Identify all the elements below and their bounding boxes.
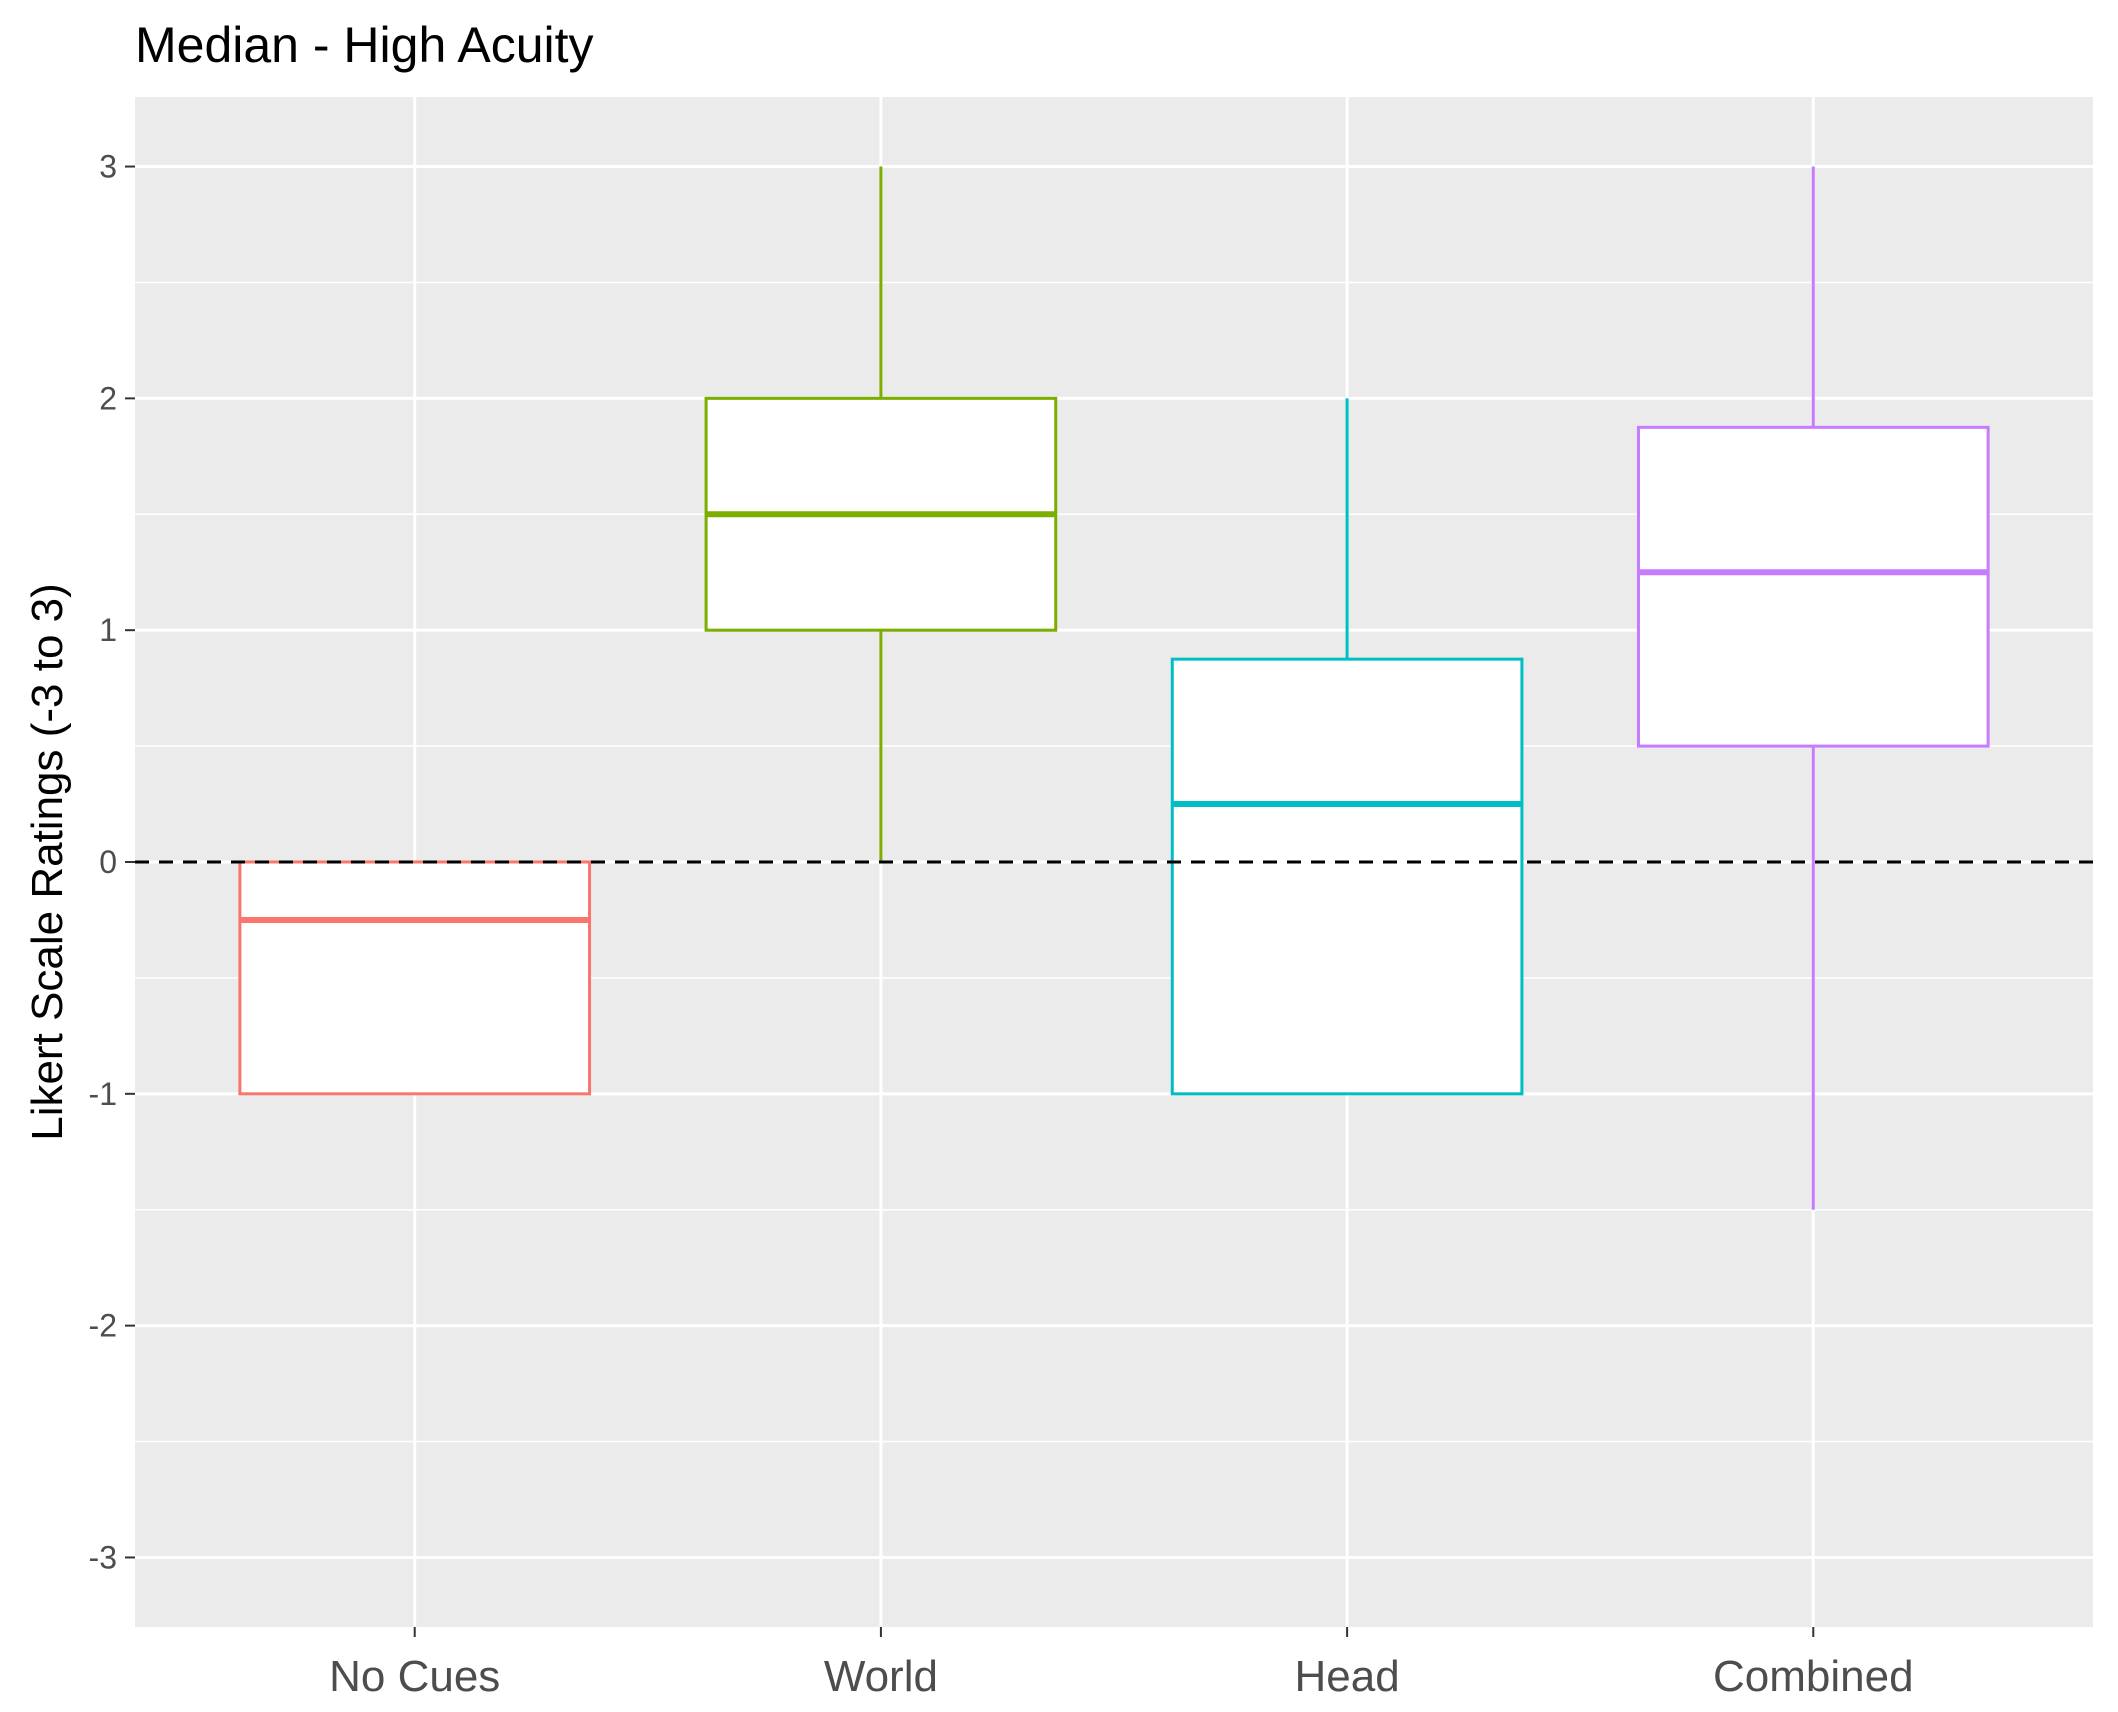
box-head bbox=[1170, 398, 1524, 1096]
y-axis-ticks: -3 -2 -1 0 1 2 3 bbox=[89, 149, 135, 1575]
box-no-cues bbox=[238, 860, 592, 1096]
x-tick-label: Combined bbox=[1713, 1652, 1914, 1701]
y-tick-label: -1 bbox=[89, 1076, 117, 1112]
y-tick-label: -2 bbox=[89, 1308, 117, 1344]
x-tick-label: World bbox=[824, 1652, 938, 1701]
chart-title: Median - High Acuity bbox=[135, 17, 594, 73]
box-iqr bbox=[1636, 425, 1990, 748]
y-tick-label: 2 bbox=[99, 380, 117, 416]
y-tick-label: 3 bbox=[99, 149, 117, 185]
x-axis-ticks: No Cues World Head Combined bbox=[329, 1627, 1914, 1701]
boxes bbox=[238, 166, 1990, 1210]
box-iqr bbox=[238, 860, 592, 1096]
box-iqr bbox=[1170, 657, 1524, 1096]
y-tick-label: 1 bbox=[99, 612, 117, 648]
x-tick-label: No Cues bbox=[329, 1652, 500, 1701]
y-axis-label: Likert Scale Ratings (-3 to 3) bbox=[23, 583, 72, 1141]
x-tick-label: Head bbox=[1295, 1652, 1400, 1701]
y-tick-label: 0 bbox=[99, 844, 117, 880]
box-combined bbox=[1636, 166, 1990, 1210]
y-tick-label: -3 bbox=[89, 1539, 117, 1575]
box-world bbox=[704, 166, 1058, 862]
